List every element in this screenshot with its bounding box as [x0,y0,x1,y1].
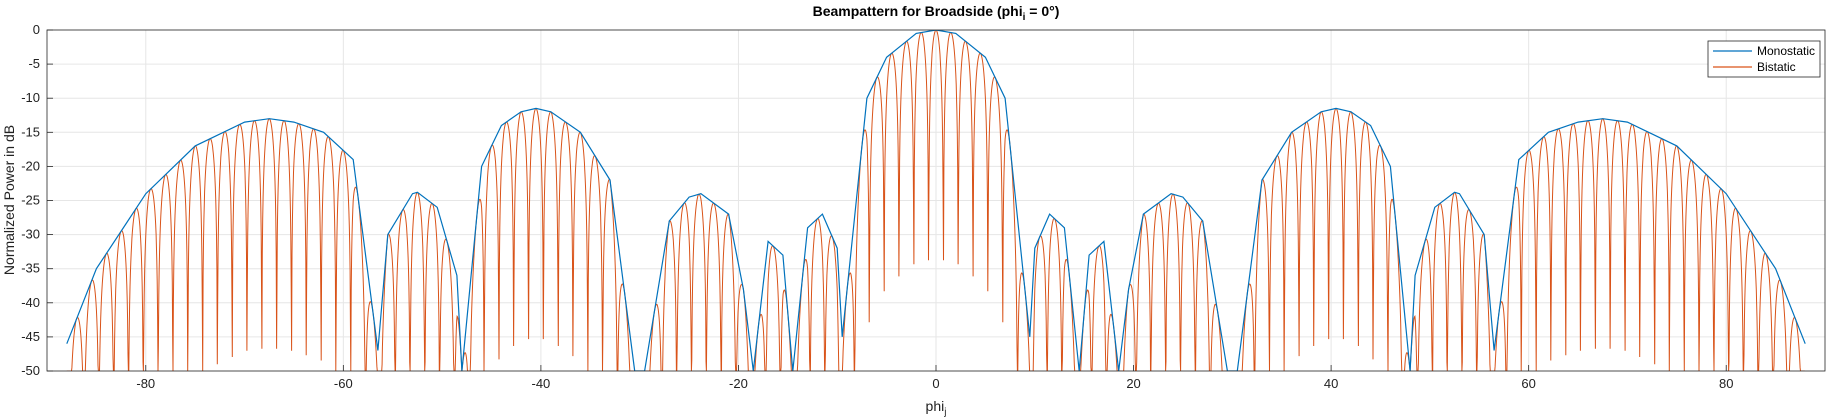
x-tick-label: -40 [531,376,550,391]
legend-box [1707,40,1821,78]
x-tick-label: -60 [334,376,353,391]
y-axis-label: Normalized Power in dB [1,125,17,275]
y-tick-label: -25 [21,193,40,208]
y-tick-label: 0 [33,22,40,37]
monostatic-series-line [66,30,1806,371]
x-tick-label: -80 [136,376,155,391]
chart-title: Beampattern for Broadside (phii = 0°) [813,3,1060,23]
y-tick-label: -40 [21,295,40,310]
plot-frame [46,29,1826,372]
y-tick-label: -35 [21,261,40,276]
x-tick-label: 20 [1126,376,1140,391]
x-tick-label: 60 [1521,376,1535,391]
legend: Monostatic Bistatic [1707,40,1821,78]
x-tick-label: 80 [1719,376,1733,391]
y-tick-label: -30 [21,227,40,242]
y-axis-ticks: 0 -5 -10 -15 -20 -25 -30 -35 -40 -45 -50 [21,22,53,378]
x-tick-label: 40 [1324,376,1338,391]
y-tick-label: -15 [21,124,40,139]
y-tick-label: -20 [21,158,40,173]
y-tick-label: -45 [21,329,40,344]
x-tick-label: -20 [729,376,748,391]
legend-label-bistatic: Bistatic [1757,60,1796,74]
y-tick-label: -5 [28,56,40,71]
y-tick-label: -50 [21,363,40,378]
x-axis-label: phij [926,398,947,418]
y-tick-label: -10 [21,90,40,105]
x-axis-ticks: -80 -60 -40 -20 0 20 40 60 80 [136,365,1733,391]
legend-label-monostatic: Monostatic [1757,44,1815,58]
x-tick-label: 0 [932,376,939,391]
